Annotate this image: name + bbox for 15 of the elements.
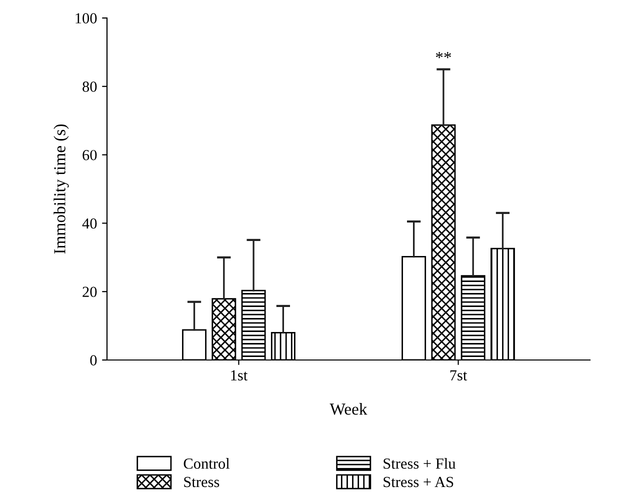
x-tick-label: 7st	[450, 370, 468, 380]
x-axis-title: Week	[330, 403, 368, 415]
legend-label: Stress + AS	[384, 476, 454, 488]
y-tick-label: 20	[82, 286, 97, 298]
annotation: **	[436, 52, 451, 58]
legend-label: Stress + Flu	[384, 458, 456, 469]
y-tick-label: 40	[82, 218, 97, 229]
y-axis-title: Immobility time (s)	[54, 124, 69, 254]
y-tick-label: 60	[82, 150, 97, 160]
legend-label: Control	[184, 458, 230, 469]
x-tick-label: 1st	[231, 370, 248, 380]
legend-label: Stress	[184, 476, 220, 488]
y-tick-label: 100	[76, 13, 97, 24]
y-tick-label: 80	[82, 82, 97, 92]
y-tick-label: 0	[90, 355, 97, 366]
